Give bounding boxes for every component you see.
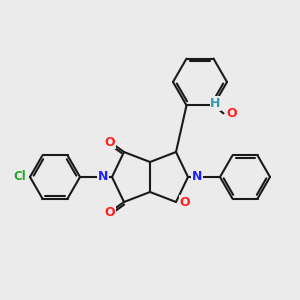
Text: O: O bbox=[105, 206, 115, 218]
Text: H: H bbox=[210, 97, 221, 110]
Text: Cl: Cl bbox=[14, 170, 26, 184]
Text: O: O bbox=[180, 196, 190, 208]
Text: O: O bbox=[226, 107, 237, 120]
Text: O: O bbox=[105, 136, 115, 148]
Text: N: N bbox=[192, 170, 202, 184]
Text: N: N bbox=[98, 170, 108, 184]
